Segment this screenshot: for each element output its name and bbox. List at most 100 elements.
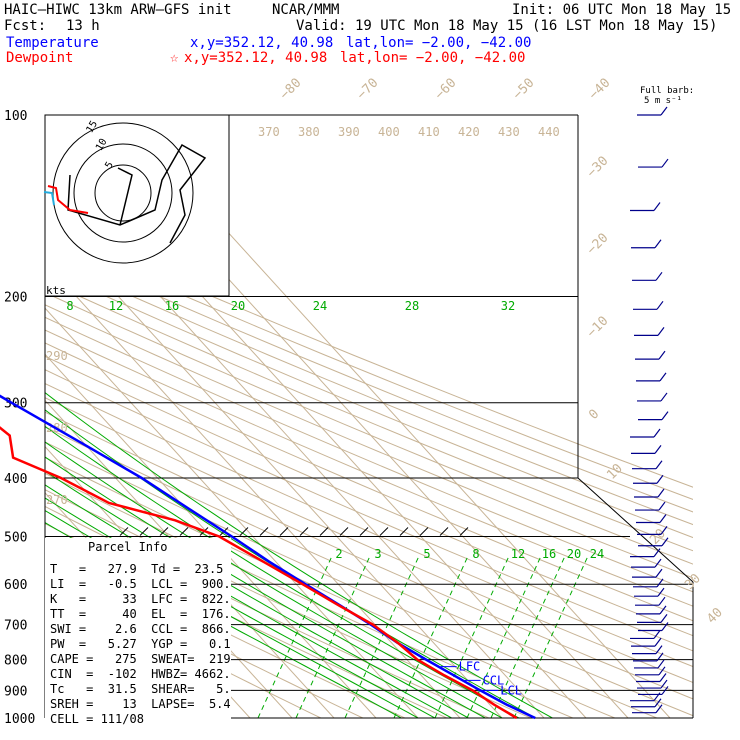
wind-barb-flag: [657, 488, 665, 498]
level-marker-label: LCL: [500, 683, 522, 697]
hodograph-ring: [94, 164, 152, 222]
isotherm-label: −10: [584, 314, 611, 341]
isotherm-label: −40: [586, 76, 613, 103]
temperature-legend-label: Temperature: [6, 35, 99, 51]
dry-adiabat-line: [45, 382, 693, 668]
mixing-ratio-label: 3: [374, 547, 381, 561]
wind-barb-flag: [655, 568, 663, 578]
level-marker-label: CCL: [483, 673, 505, 687]
dry-adiabat-line: [45, 342, 693, 622]
wind-barb-flag: [655, 271, 663, 281]
pressure-tick-label: 800: [4, 654, 27, 669]
hatch-mark: [339, 527, 349, 536]
wind-barb-flag: [654, 698, 662, 708]
theta-e-label: 410: [418, 125, 440, 139]
isotherm-line: [45, 261, 461, 718]
hatch-mark: [279, 527, 289, 536]
pressure-tick-label: 200: [4, 291, 27, 306]
theta-e-label: 420: [458, 125, 480, 139]
mixing-ratio-line: [344, 555, 420, 718]
isotherm-label: 40: [704, 605, 726, 627]
parcel-row: CIN = -102 HWBZ= 4662.: [50, 667, 231, 681]
wind-barb-flag: [660, 106, 668, 116]
wind-barb-flag: [656, 300, 664, 310]
mixing-ratio-label: 16: [165, 299, 179, 313]
wind-barb-flag: [657, 587, 665, 597]
theta-e-label: 440: [538, 125, 560, 139]
hatch-mark: [399, 527, 409, 536]
wind-barb-flag: [653, 692, 661, 702]
dry-adiabat-line: [45, 256, 693, 526]
wind-barb-flag: [656, 474, 664, 484]
wind-barb-flag: [658, 596, 666, 606]
hatch-mark: [179, 527, 189, 536]
parcel-row: TT = 40 EL = 176.: [50, 607, 231, 621]
hatch-mark: [359, 527, 369, 536]
mixing-ratio-label: 32: [501, 299, 515, 313]
organization-label: NCAR/MMM: [272, 2, 340, 18]
theta-e-label: 390: [338, 125, 360, 139]
parcel-row: PW = 5.27 YGP = 0.1: [50, 637, 231, 651]
isotherm-label: −70: [354, 76, 381, 103]
hodograph-ring-label: 5: [103, 160, 116, 171]
hodograph-trace: [67, 143, 207, 244]
mixing-ratio-label: 8: [472, 547, 479, 561]
dewpoint-star-icon: ☆: [170, 50, 179, 66]
mixing-ratio-label: 8: [66, 299, 73, 313]
wind-barb-flag: [660, 526, 668, 535]
hatch-mark: [379, 527, 389, 536]
hatch-mark: [139, 527, 149, 536]
wind-barb-flag: [653, 428, 661, 438]
dry-adiabat-line: [45, 369, 693, 652]
wind-barb-flag: [656, 578, 664, 588]
hatch-mark: [459, 527, 469, 536]
theta-e-label: 400: [378, 125, 400, 139]
wind-barb-flag: [661, 158, 669, 168]
barb-note-line2: 5 m s⁻¹: [644, 96, 682, 106]
mixing-ratio-label: 2: [335, 547, 342, 561]
isotherm-label: 0: [586, 407, 602, 423]
wind-barb-flag: [654, 444, 662, 454]
isotherm-line: [45, 399, 335, 718]
hatch-mark: [419, 527, 429, 536]
wind-barb-flag: [660, 613, 668, 623]
level-marker-label: LFC: [459, 660, 481, 674]
mixing-ratio-label: 12: [511, 547, 525, 561]
theta-label: 270: [46, 493, 68, 507]
hatch-mark: [299, 527, 309, 536]
isotherm-label: −20: [584, 231, 611, 258]
theta-e-label: 430: [498, 125, 520, 139]
wind-barb-flag: [654, 637, 662, 647]
mixing-ratio-line: [295, 555, 371, 718]
pressure-tick-label: 400: [4, 472, 27, 487]
mixing-ratio-label: 28: [405, 299, 419, 313]
wind-barb-flag: [654, 239, 662, 249]
isotherm-label: −50: [510, 76, 537, 103]
parcel-row: SREH = 13 LAPSE= 5.4: [50, 697, 231, 711]
pressure-tick-label: 900: [4, 684, 27, 699]
mixing-ratio-line: [513, 555, 589, 718]
dry-adiabat-line: [45, 577, 322, 718]
pressure-tick-label: 700: [4, 619, 27, 634]
isotherm-label: −30: [584, 154, 611, 181]
wind-barb-flag: [659, 372, 667, 382]
parcel-row: Tc = 31.5 SHEAR= 5.: [50, 682, 231, 696]
wind-barb-flag: [659, 673, 667, 682]
temperature-trace: [0, 394, 536, 720]
pressure-tick-label: 100: [4, 109, 27, 124]
wind-barb-flag: [657, 327, 665, 336]
wind-barb-flag: [653, 630, 661, 639]
mixing-ratio-label: 12: [109, 299, 123, 313]
parcel-row: CAPE = 275 SWEAT= 219: [50, 652, 231, 666]
pressure-tick-label: 500: [4, 530, 27, 545]
dry-adiabat-line: [45, 223, 693, 488]
temperature-latlon: lat,lon= −2.00, −42.00: [346, 35, 532, 51]
dry-adiabat-line: [45, 441, 657, 718]
wind-barb-flag: [655, 460, 663, 470]
dry-adiabat-line: [45, 316, 693, 593]
wind-barb-flag: [661, 411, 669, 420]
hatch-mark: [319, 527, 329, 536]
wind-barb-flag: [658, 350, 666, 360]
